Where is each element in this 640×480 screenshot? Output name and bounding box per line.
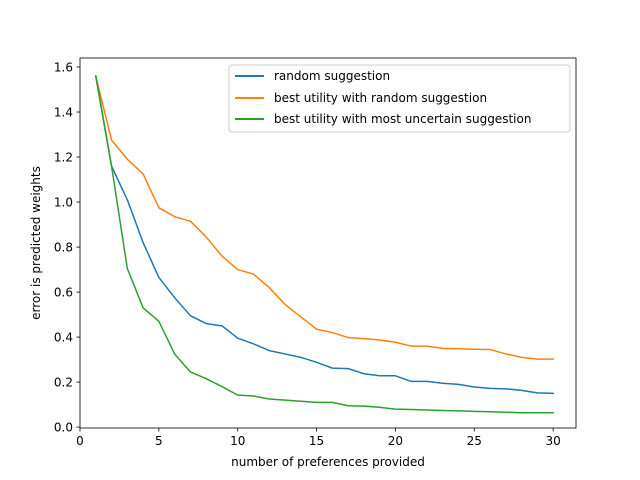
- y-tick-label: 1.6: [54, 61, 73, 75]
- series-line-0: [94, 75, 554, 395]
- x-axis-label: number of preferences provided: [231, 455, 425, 469]
- series-line-1: [94, 75, 554, 360]
- x-tick-label: 30: [545, 434, 560, 448]
- y-tick-label: 0.2: [54, 376, 73, 390]
- legend-label-best-utility-uncertain: best utility with most uncertain suggest…: [274, 112, 531, 126]
- y-axis-label: error is predicted weights: [29, 166, 43, 320]
- y-tick-label: 1.4: [54, 106, 73, 120]
- x-tick-label: 15: [309, 434, 324, 448]
- x-tick-label: 25: [467, 434, 482, 448]
- y-tick-label: 0.4: [54, 331, 73, 345]
- x-tick-label: 10: [230, 434, 245, 448]
- y-tick-label: 0.6: [54, 286, 73, 300]
- y-tick-label: 1.2: [54, 151, 73, 165]
- plot-frame: [79, 57, 577, 429]
- series-layer: [94, 75, 554, 414]
- ticks-layer: 0 5 10 15 20 25 30 0.0 0.2 0.4 0.6 0.8 1.0 1.2 1.4 1.6: [54, 61, 561, 448]
- series-line-2: [94, 75, 554, 414]
- legend-label-random-suggestion: random suggestion: [274, 69, 390, 83]
- y-tick-label: 0.8: [54, 241, 73, 255]
- y-tick-label: 1.0: [54, 196, 73, 210]
- x-tick-label: 5: [155, 434, 163, 448]
- x-tick-label: 20: [388, 434, 403, 448]
- x-tick-label: 0: [76, 434, 84, 448]
- legend-label-best-utility-random: best utility with random suggestion: [274, 91, 487, 105]
- legend-box: [228, 64, 571, 133]
- legend: random suggestion best utility with rand…: [228, 64, 571, 133]
- y-tick-label: 0.0: [54, 421, 73, 435]
